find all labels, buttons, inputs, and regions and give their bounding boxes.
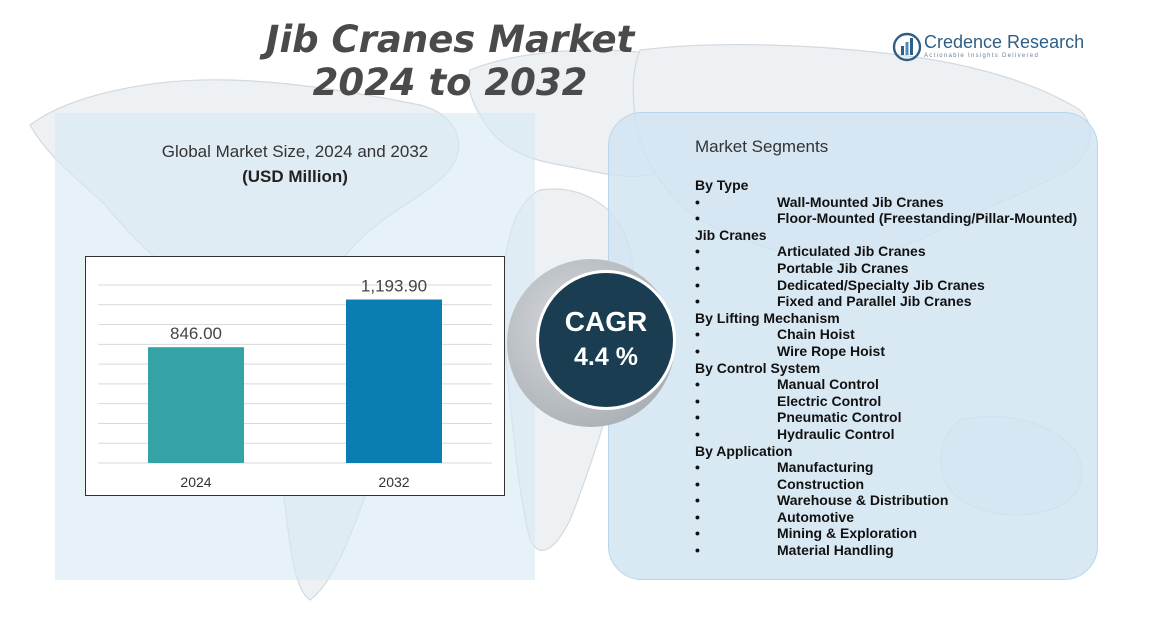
bullet-icon: • [695, 342, 700, 359]
segment-item: • Material Handling [695, 542, 1095, 559]
bullet-icon: • [695, 376, 700, 393]
tick-label-2024: 2024 [180, 474, 211, 490]
segment-item: • Dedicated/Specialty Jib Cranes [695, 277, 1095, 294]
tick-label-2032: 2032 [378, 474, 409, 490]
bullet-icon: • [695, 326, 700, 343]
segment-item-label: Construction [777, 475, 865, 492]
chart-subtitle: Global Market Size, 2024 and 2032 [161, 142, 429, 161]
segment-heading: Jib Cranes [695, 226, 767, 243]
segment-item: • Fixed and Parallel Jib Cranes [695, 293, 1095, 310]
segment-item-label: Portable Jib Cranes [777, 259, 909, 276]
bar-2024 [148, 347, 244, 463]
segment-item: • Wall-Mounted Jib Cranes [695, 194, 1095, 211]
segment-item: • Warehouse & Distribution [695, 492, 1095, 509]
bullet-icon: • [695, 210, 700, 227]
segment-item-label: Dedicated/Specialty Jib Cranes [777, 276, 985, 293]
bullet-icon: • [695, 425, 700, 442]
bullet-icon: • [695, 243, 700, 260]
title-line-2: 2024 to 2032 [312, 61, 588, 104]
segment-item-label: Warehouse & Distribution [777, 492, 949, 509]
bar-chart: 846.00 2024 1,193.90 2032 [85, 256, 505, 496]
segment-item-label: Manual Control [777, 376, 879, 393]
logo-tagline: Actionable Insights Delivered [924, 53, 1040, 59]
bar-chart-logo-icon [892, 32, 922, 62]
segment-item-label: Wall-Mounted Jib Cranes [777, 193, 944, 210]
segment-heading: By Type [695, 177, 749, 193]
segment-item-label: Material Handling [777, 542, 894, 559]
cagr-value: 4.4 % [574, 343, 638, 371]
segment-item: • Articulated Jib Cranes [695, 243, 1095, 260]
bullet-icon: • [695, 193, 700, 210]
segment-item: • Chain Hoist [695, 326, 1095, 343]
segment-item-label: Fixed and Parallel Jib Cranes [777, 293, 972, 310]
bar-2032 [346, 299, 442, 463]
data-label-2024: 846.00 [170, 324, 222, 343]
credence-logo: Credence Research Actionable Insights De… [892, 30, 1092, 64]
segment-item: • Manufacturing [695, 459, 1095, 476]
segment-item-label: Pneumatic Control [777, 409, 902, 426]
segment-item-label: Manufacturing [777, 459, 874, 476]
segment-item-label: Wire Rope Hoist [777, 342, 885, 359]
segments-list: By Type • Wall-Mounted Jib Cranes • Floor-Mo… [695, 177, 1095, 559]
page-title: Jib Cranes Market 2024 to 2032 [240, 18, 660, 104]
market-segments-panel [608, 112, 1098, 580]
segment-item: • Hydraulic Control [695, 426, 1095, 443]
segment-item-label: Chain Hoist [777, 326, 855, 343]
bullet-icon: • [695, 409, 700, 426]
segment-item: • Construction [695, 476, 1095, 493]
segment-heading: By Application [695, 442, 793, 459]
segment-item: • Wire Rope Hoist [695, 343, 1095, 360]
bullet-icon: • [695, 459, 700, 476]
segment-item: • Portable Jib Cranes [695, 260, 1095, 277]
segment-item: • Pneumatic Control [695, 409, 1095, 426]
segment-item-label: Mining & Exploration [777, 525, 917, 542]
bullet-icon: • [695, 392, 700, 409]
segment-item: • Automotive [695, 509, 1095, 526]
segment-item-label: Articulated Jib Cranes [777, 243, 926, 260]
segment-item: • Floor-Mounted (Freestanding/Pillar-Moun… [695, 210, 1095, 227]
logo-name: Credence Research [924, 32, 1085, 52]
data-label-2032: 1,193.90 [361, 277, 427, 296]
bullet-icon: • [695, 475, 700, 492]
segment-item: • Manual Control [695, 376, 1095, 393]
bullet-icon: • [695, 293, 700, 310]
segment-item-label: Floor-Mounted (Freestanding/Pillar-Mount… [777, 210, 1078, 227]
segment-heading: By Control System [695, 359, 821, 376]
segment-item-label: Electric Control [777, 392, 882, 409]
bullet-icon: • [695, 492, 700, 509]
segment-heading: By Lifting Mechanism [695, 309, 840, 326]
bar-chart-svg: 846.00 2024 1,193.90 2032 [98, 277, 492, 490]
segment-item: • Mining & Exploration [695, 525, 1095, 542]
title-line-1: Jib Cranes Market [265, 18, 635, 61]
cagr-label: CAGR [564, 306, 648, 337]
chart-units: (USD Million) [242, 167, 348, 186]
bullet-icon: • [695, 542, 700, 559]
segment-item-label: Automotive [777, 508, 854, 525]
segment-item: • Electric Control [695, 393, 1095, 410]
bullet-icon: • [695, 259, 700, 276]
bullet-icon: • [695, 508, 700, 525]
cagr-badge: CAGR 4.4 % [536, 270, 676, 410]
segment-item-label: Hydraulic Control [777, 425, 895, 442]
segments-title: Market Segments [695, 137, 829, 156]
bullet-icon: • [695, 276, 700, 293]
bullet-icon: • [695, 525, 700, 542]
